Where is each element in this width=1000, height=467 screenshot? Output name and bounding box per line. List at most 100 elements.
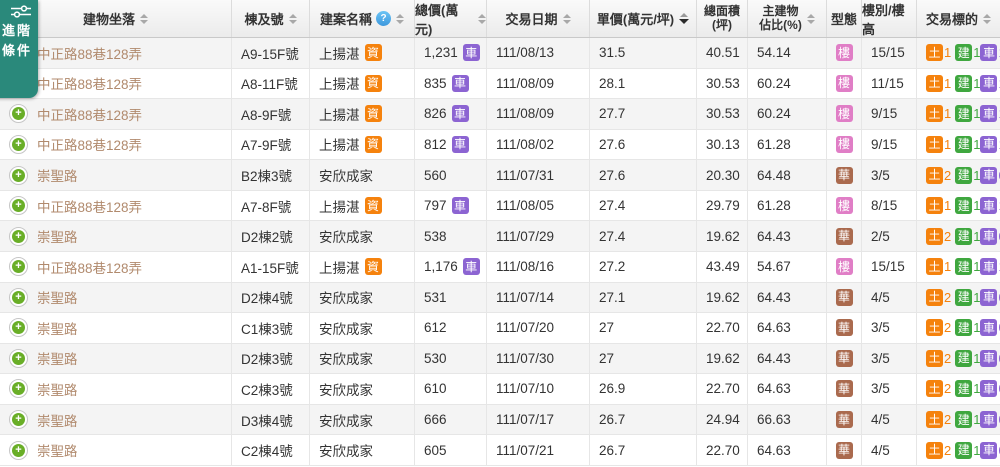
cell-project: 上揚湛 資	[310, 251, 415, 282]
building-count: 1	[973, 45, 981, 61]
cell-area: 40.51	[697, 38, 748, 68]
land-count: 1	[944, 259, 952, 275]
cell-type: 樓	[827, 251, 862, 282]
cell-type: 樓	[827, 190, 862, 221]
cell-location: + 崇聖路	[0, 160, 232, 190]
car-count: 1	[998, 106, 1000, 121]
ratio-text: 61.28	[757, 136, 791, 152]
area-text: 43.49	[706, 259, 740, 275]
sliders-icon	[11, 5, 31, 18]
col-header-project-label: 建案名稱	[319, 12, 372, 27]
col-header-project[interactable]: 建案名稱 ?	[310, 0, 415, 37]
land-badge: 土	[926, 227, 943, 245]
col-header-date[interactable]: 交易日期	[487, 0, 590, 37]
expand-row-button[interactable]: +	[9, 104, 28, 124]
cell-location: + 崇聖路	[0, 374, 232, 404]
cell-unit-price: 27.7	[590, 99, 697, 129]
cell-unit-price: 26.7	[590, 435, 697, 465]
advanced-filter-tab[interactable]: 進階 條件	[0, 0, 38, 98]
cell-unit-price: 27	[590, 343, 697, 374]
building-badge: 建	[955, 166, 973, 184]
cell-floor: 2/5	[862, 221, 917, 251]
cell-project: 上揚湛 資	[310, 129, 415, 160]
col-header-floor-label: 樓別/樓高	[862, 2, 905, 37]
building-number-text: A8-11F號	[241, 77, 298, 93]
date-text: 111/08/09	[496, 75, 555, 91]
expand-row-button[interactable]: +	[9, 318, 28, 338]
expand-row-button[interactable]: +	[9, 226, 28, 246]
unit-price-text: 26.9	[599, 381, 626, 397]
cell-area: 19.62	[697, 221, 748, 251]
car-count: 0	[998, 168, 1000, 183]
cell-target: 土1 建1 車1	[917, 130, 1000, 160]
building-badge: 建	[955, 349, 973, 367]
cell-building: C2棟3號	[232, 374, 310, 404]
cell-location: + 中正路88巷128弄	[0, 251, 232, 282]
location-text: 中正路88巷128弄	[37, 46, 143, 62]
building-number-text: C2棟3號	[241, 382, 293, 398]
cell-type: 華	[827, 435, 862, 465]
presale-info-badge: 資	[364, 74, 382, 92]
table-body: + 中正路88巷128弄 A9-15F號 上揚湛 資 1,231 車 111/0…	[0, 38, 1000, 466]
cell-project: 上揚湛 資	[310, 68, 415, 99]
expand-row-button[interactable]: +	[9, 287, 28, 307]
table-row: + 崇聖路 C2棟3號 安欣成家 610 111/07/10 26.9 22.7…	[0, 374, 1000, 405]
col-header-location[interactable]: 建物坐落	[0, 0, 232, 37]
col-header-area-label: 總面積	[703, 3, 740, 18]
expand-row-button[interactable]: +	[9, 257, 28, 277]
expand-row-button[interactable]: +	[9, 134, 28, 154]
car-count: 1	[998, 45, 1000, 60]
col-header-total-price[interactable]: 總價(萬元)	[415, 0, 487, 37]
building-badge: 建	[955, 74, 973, 92]
cell-date: 111/07/31	[487, 160, 590, 190]
land-badge: 土	[926, 288, 943, 306]
ratio-text: 64.63	[757, 442, 791, 458]
total-price-text: 797	[424, 198, 447, 214]
cell-building: D2棟3號	[232, 343, 310, 374]
presale-info-badge: 資	[364, 105, 382, 123]
car-count: 1	[998, 198, 1000, 213]
date-text: 111/07/21	[496, 442, 555, 458]
cell-project: 安欣成家	[310, 343, 415, 374]
building-count: 1	[973, 259, 981, 275]
table-row: + 中正路88巷128弄 A7-8F號 上揚湛 資 797 車 111/08/0…	[0, 190, 1000, 222]
car-badge: 車	[980, 197, 998, 215]
expand-row-button[interactable]: +	[9, 440, 28, 460]
cell-unit-price: 27.4	[590, 190, 697, 221]
building-count: 1	[973, 442, 981, 458]
ratio-text: 64.43	[757, 350, 791, 366]
cell-unit-price: 27.2	[590, 251, 697, 282]
building-badge: 建	[955, 105, 973, 123]
col-header-main-ratio-label2: 佔比(%)	[759, 17, 802, 32]
col-header-main-ratio[interactable]: 主建物 佔比(%)	[748, 0, 827, 37]
cell-total-price: 538	[415, 221, 487, 251]
table-row: + 中正路88巷128弄 A8-9F號 上揚湛 資 826 車 111/08/0…	[0, 99, 1000, 130]
col-header-type-label: 型態	[830, 12, 857, 27]
building-type-badge: 華	[835, 319, 853, 337]
building-number-text: D3棟4號	[241, 413, 293, 429]
area-text: 30.53	[706, 106, 740, 122]
unit-price-text: 31.5	[599, 45, 626, 61]
land-count: 1	[944, 136, 952, 152]
col-header-target[interactable]: 交易標的	[917, 0, 1000, 37]
cell-floor: 3/5	[862, 160, 917, 190]
cell-date: 111/07/20	[487, 313, 590, 343]
floor-text: 3/5	[871, 167, 890, 183]
expand-row-button[interactable]: +	[9, 410, 28, 430]
help-icon[interactable]: ?	[376, 11, 391, 26]
expand-row-button[interactable]: +	[9, 165, 28, 185]
ratio-text: 60.24	[757, 106, 791, 122]
expand-row-button[interactable]: +	[9, 379, 28, 399]
expand-row-button[interactable]: +	[9, 348, 28, 368]
col-header-building[interactable]: 棟及號	[232, 0, 310, 37]
car-count: 1	[998, 76, 1000, 91]
plus-icon: +	[12, 290, 25, 304]
presale-info-badge: 資	[364, 44, 382, 62]
cell-total-price: 531	[415, 282, 487, 313]
building-badge: 建	[955, 227, 973, 245]
project-name-text: 安欣成家	[319, 291, 373, 307]
cell-target: 土2 建1 車0	[917, 435, 1000, 465]
expand-row-button[interactable]: +	[9, 196, 28, 216]
col-header-unit-price[interactable]: 單價(萬元/坪)	[590, 0, 697, 37]
